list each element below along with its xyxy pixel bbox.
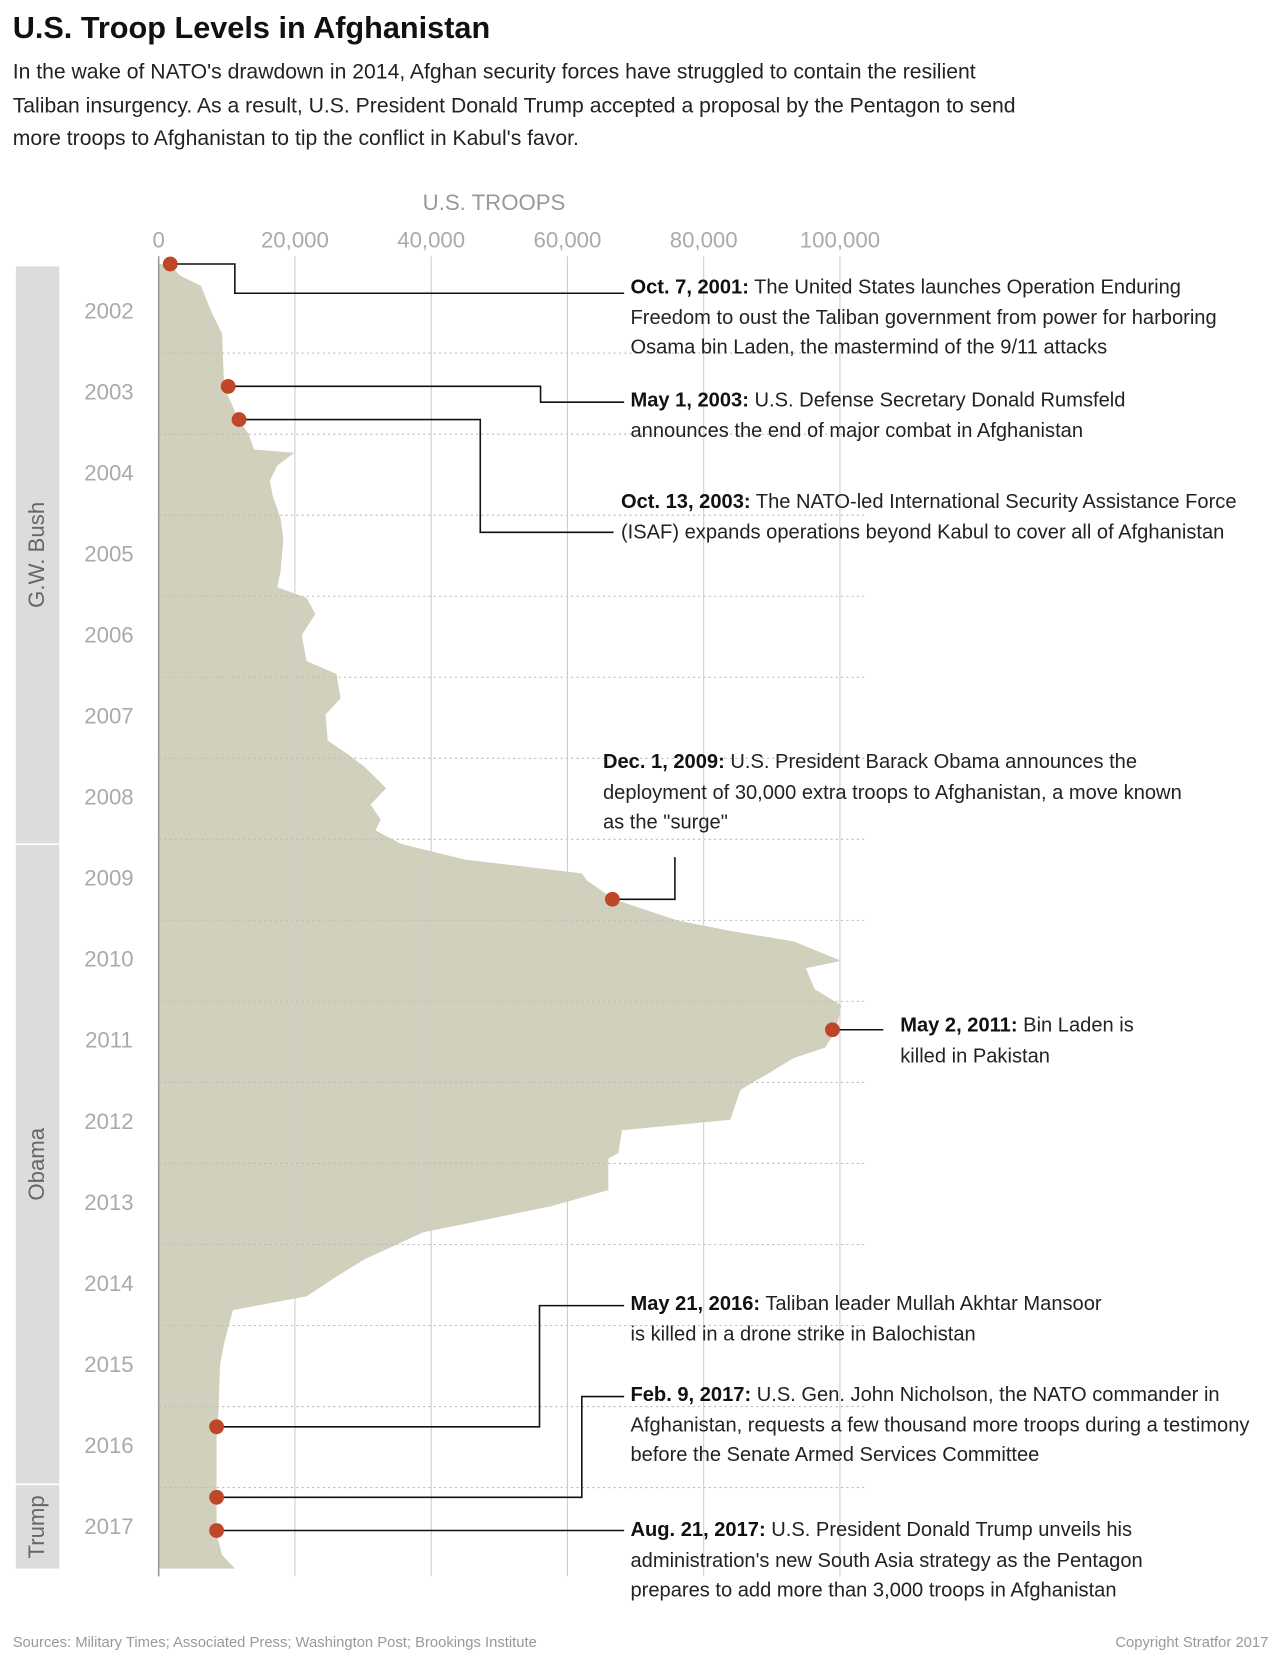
chart-title: U.S. Troop Levels in Afghanistan xyxy=(13,11,491,45)
connector xyxy=(228,385,625,404)
event-box: May 1, 2003: U.S. Defense Secretary Dona… xyxy=(630,386,1170,446)
event-description: Bin Laden is killed in Pakistan xyxy=(900,1014,1134,1068)
period-band xyxy=(15,266,60,844)
event-date: May 21, 2016: xyxy=(630,1292,761,1316)
year-label: 2012 xyxy=(84,1109,133,1134)
event-box: Oct. 13, 2003: The NATO-led Internationa… xyxy=(621,488,1256,548)
event-text: Aug. 21, 2017: U.S. President Donald Tru… xyxy=(630,1516,1222,1606)
year-label: 2008 xyxy=(84,785,133,810)
value-tick-label: 20,000 xyxy=(261,227,329,252)
event-box: May 21, 2016: Taliban leader Mullah Akht… xyxy=(630,1290,1117,1350)
event-date: Aug. 21, 2017: xyxy=(630,1519,766,1542)
period-band xyxy=(15,1485,60,1569)
source: Sources: Military Times; Associated Pres… xyxy=(13,1635,537,1651)
year-label: 2003 xyxy=(84,380,133,405)
connector xyxy=(216,1304,625,1428)
troop-area xyxy=(158,263,842,1569)
value-tick-label: 60,000 xyxy=(533,227,601,252)
event-description: U.S. President Barack Obama announces th… xyxy=(602,751,1182,834)
value-tick-label: 80,000 xyxy=(670,227,738,252)
event-dot xyxy=(209,1523,224,1538)
connector xyxy=(239,418,614,534)
event-text: Dec. 1, 2009: U.S. President Barack Obam… xyxy=(603,748,1195,838)
event-date: Dec. 1, 2009: xyxy=(602,751,725,774)
event-box: Feb. 9, 2017: U.S. Gen. John Nicholson, … xyxy=(630,1381,1254,1471)
event-box: Oct. 7, 2001: The United States launches… xyxy=(630,273,1265,363)
year-label: 2015 xyxy=(84,1352,133,1377)
year-label: 2006 xyxy=(84,623,133,648)
event-description: U.S. Defense Secretary Donald Rumsfeld a… xyxy=(630,389,1126,442)
year-label: 2005 xyxy=(84,542,133,567)
connector xyxy=(170,263,625,295)
year-label: 2009 xyxy=(84,866,133,891)
subtitle-box: In the wake of NATO's drawdown in 2014, … xyxy=(12,60,1016,151)
value-tick-label: 100,000 xyxy=(800,227,880,252)
event-dot xyxy=(825,1022,840,1038)
year-label: 2016 xyxy=(84,1433,133,1458)
period-band xyxy=(15,844,60,1484)
connector xyxy=(612,857,676,901)
value-tick-label: 0 xyxy=(152,227,164,252)
event-date: Oct. 7, 2001: xyxy=(630,276,749,299)
year-label: 2002 xyxy=(84,298,133,323)
event-text: Feb. 9, 2017: U.S. Gen. John Nicholson, … xyxy=(630,1381,1254,1471)
chart-subtitle: In the wake of NATO's drawdown in 2014, … xyxy=(12,60,1016,151)
value-axis-label: U.S. TROOPS xyxy=(423,190,566,215)
year-label: 2004 xyxy=(84,461,133,486)
period-label: G.W. Bush xyxy=(24,502,49,608)
event-date: Feb. 9, 2017: xyxy=(630,1383,752,1407)
year-label: 2017 xyxy=(84,1514,133,1539)
event-text: Oct. 13, 2003: The NATO-led Internationa… xyxy=(621,488,1256,548)
event-date: May 2, 2011: xyxy=(900,1014,1018,1037)
event-description: U.S. President Donald Trump unveils his … xyxy=(630,1519,1143,1602)
event-dot xyxy=(162,256,178,272)
year-label: 2014 xyxy=(84,1271,133,1296)
event-box: Aug. 21, 2017: U.S. President Donald Tru… xyxy=(630,1516,1222,1606)
event-box: May 2, 2011: Bin Laden is killed in Paki… xyxy=(900,1012,1143,1072)
event-description: The United States launches Operation End… xyxy=(630,276,1217,359)
event-date: May 1, 2003: xyxy=(630,389,749,412)
period-label: Trump xyxy=(24,1495,49,1558)
connector xyxy=(216,1395,625,1499)
event-dot xyxy=(209,1489,224,1505)
value-tick-label: 40,000 xyxy=(397,227,465,252)
event-description: Taliban leader Mullah Akhtar Mansoor is … xyxy=(630,1292,1102,1346)
period-label: Obama xyxy=(24,1127,49,1200)
year-label: 2010 xyxy=(84,947,133,972)
copyright: Copyright Stratfor 2017 xyxy=(1115,1635,1268,1651)
event-description: U.S. Gen. John Nicholson, the NATO comma… xyxy=(630,1383,1250,1467)
event-description: The NATO-led International Security Assi… xyxy=(620,491,1237,544)
event-box: Dec. 1, 2009: U.S. President Barack Obam… xyxy=(603,748,1195,838)
event-dot xyxy=(231,412,247,427)
event-dot xyxy=(220,378,236,394)
event-dot xyxy=(604,891,620,907)
event-date: Oct. 13, 2003: xyxy=(620,491,751,514)
event-text: Oct. 7, 2001: The United States launches… xyxy=(630,273,1265,363)
event-dot xyxy=(209,1419,224,1435)
year-label: 2013 xyxy=(84,1190,133,1215)
event-text: May 2, 2011: Bin Laden is killed in Paki… xyxy=(900,1012,1143,1072)
event-text: May 1, 2003: U.S. Defense Secretary Dona… xyxy=(630,386,1170,446)
event-text: May 21, 2016: Taliban leader Mullah Akht… xyxy=(630,1290,1117,1350)
year-label: 2011 xyxy=(85,1028,133,1053)
year-label: 2007 xyxy=(84,704,133,729)
